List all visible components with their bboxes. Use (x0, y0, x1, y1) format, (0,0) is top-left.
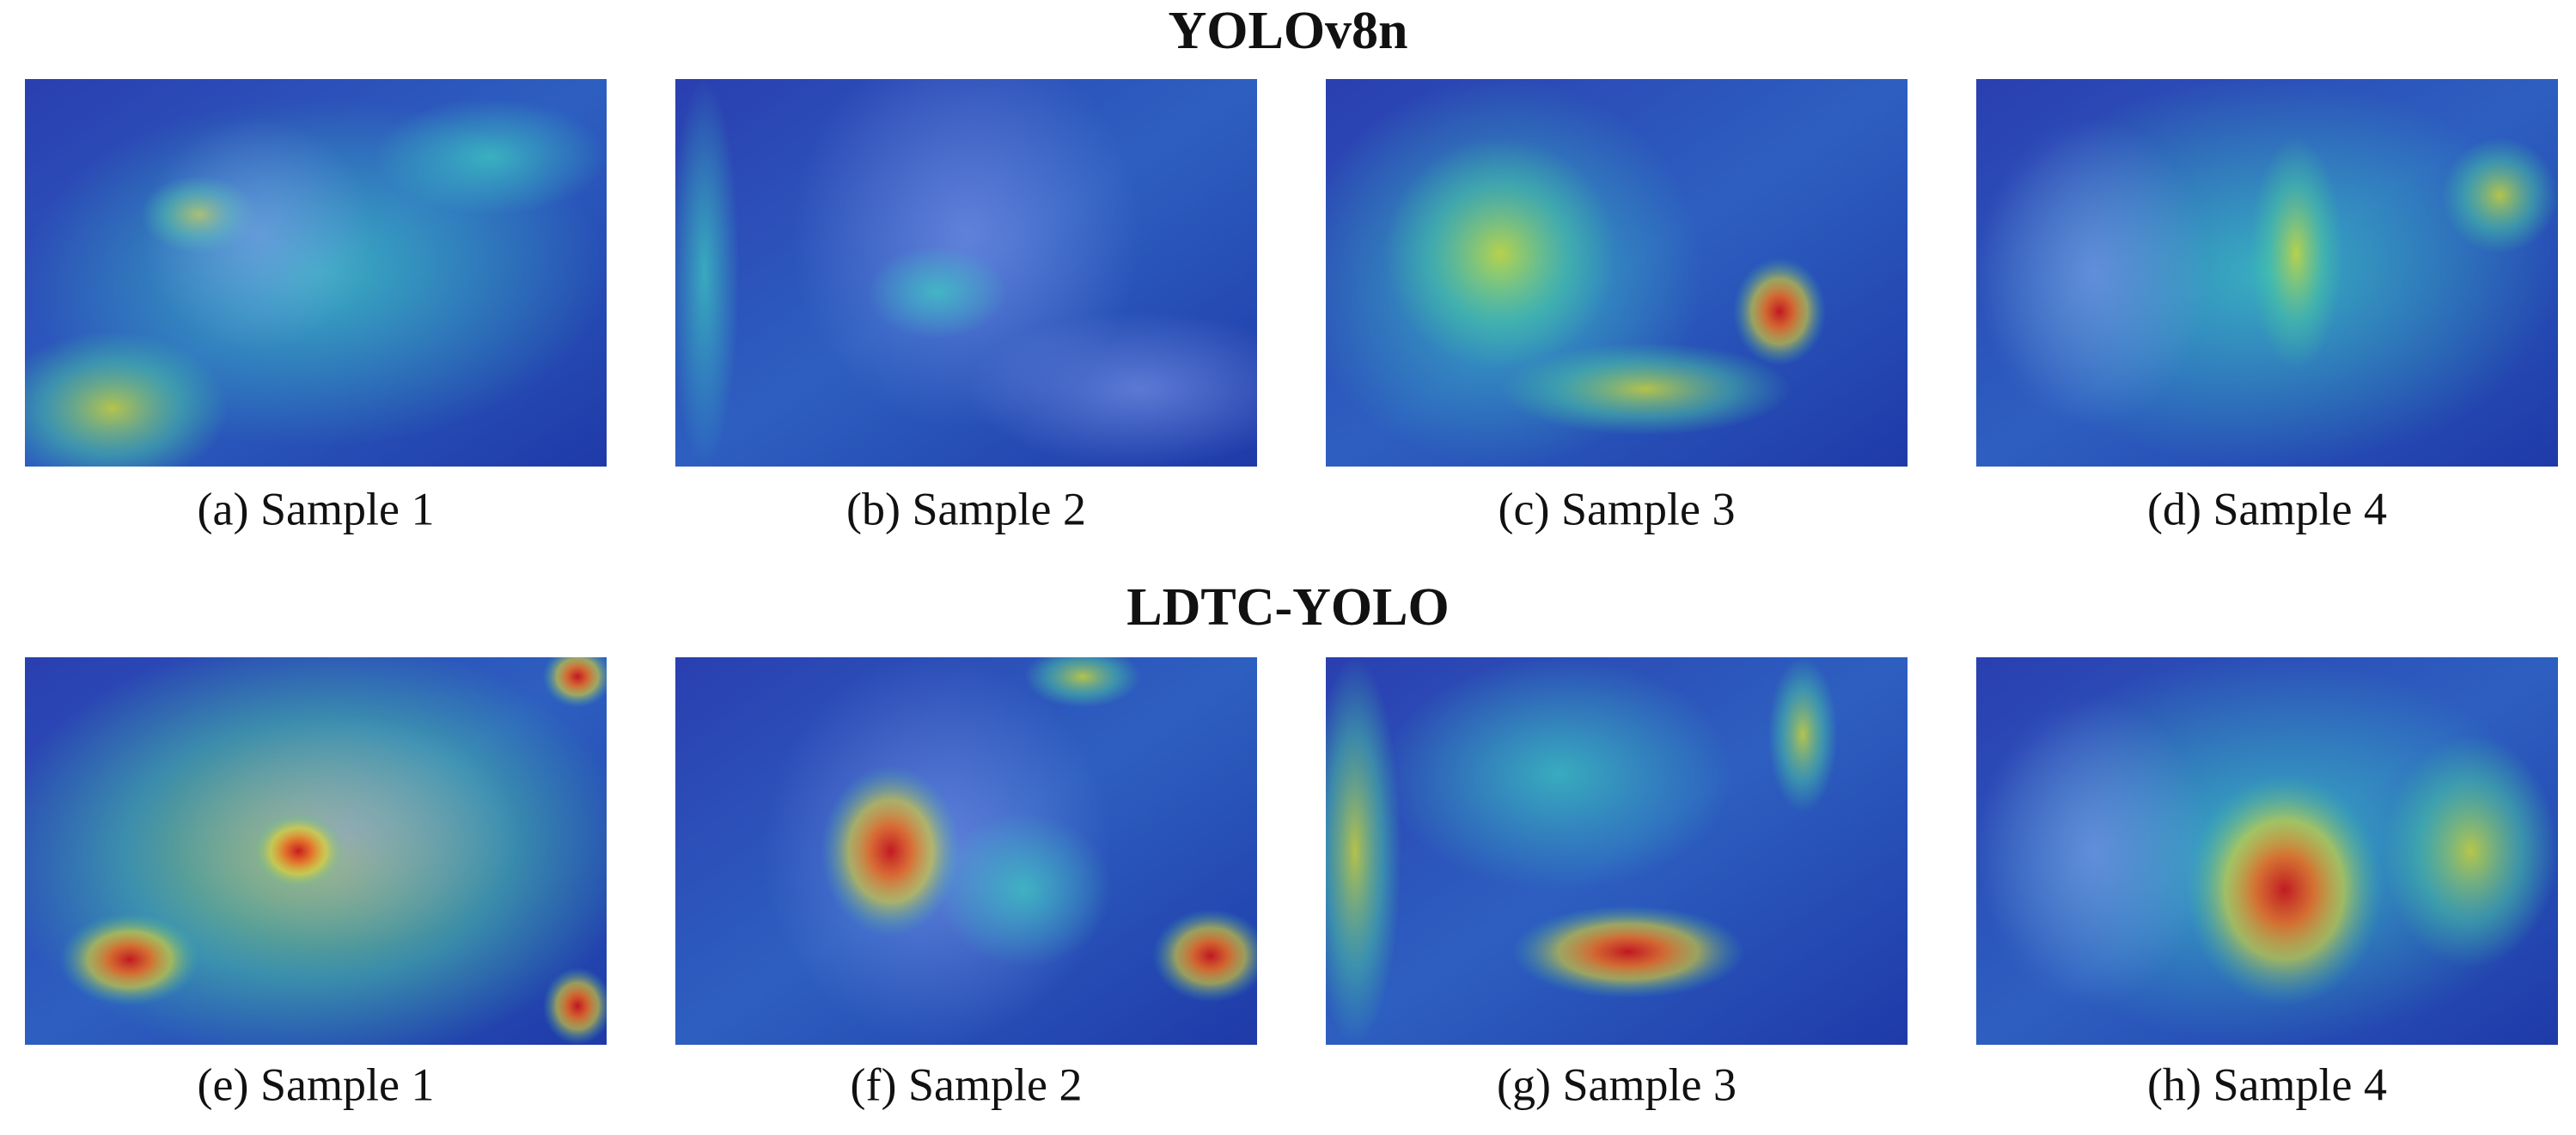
heatmap-overlay (675, 79, 1257, 467)
heatmap-image (1976, 657, 2558, 1045)
heatmap-image (1326, 79, 1908, 467)
heat-blob (2383, 735, 2558, 967)
panel-caption: (f) Sample 2 (851, 1059, 1083, 1110)
heatmap-overlay (762, 657, 1257, 1045)
heat-blob (1511, 905, 1745, 998)
heatmap-image (675, 79, 1257, 467)
heat-blob (675, 79, 740, 467)
heat-blob (966, 311, 1257, 467)
heat-blob (1976, 696, 2209, 1006)
heat-blob (59, 912, 200, 1006)
heat-blob (1732, 257, 1827, 366)
section-title: LDTC-YOLO (1126, 578, 1449, 637)
heatmap-overlay (1326, 79, 1827, 467)
heat-blob (2185, 773, 2384, 1006)
heatmap-image (675, 657, 1257, 1045)
panel-caption: (e) Sample 1 (198, 1059, 435, 1110)
heat-blob (2441, 137, 2558, 253)
heat-blob (141, 118, 375, 351)
heat-blob (1152, 909, 1257, 1003)
heat-blob (252, 812, 345, 890)
heat-blob (25, 331, 229, 467)
heat-blob (2249, 137, 2343, 370)
heat-blob (170, 715, 520, 949)
heatmap-image (25, 657, 607, 1045)
heat-blob (1500, 342, 1792, 436)
heat-blob (937, 812, 1112, 967)
panel-caption: (b) Sample 2 (846, 483, 1086, 534)
heatmap-image (1326, 657, 1908, 1045)
panel-caption: (h) Sample 4 (2147, 1059, 2387, 1110)
heatmap-overlay (25, 98, 607, 467)
heatmap-overlay (1976, 657, 2558, 1045)
heat-blob (1326, 657, 1401, 1045)
heat-blob (1767, 657, 1838, 813)
heatmap-image (25, 79, 607, 467)
panel-caption: (a) Sample 1 (198, 483, 435, 534)
heat-blob (1976, 118, 2209, 428)
heatmap-overlay (1976, 79, 2558, 467)
panel-caption: (d) Sample 4 (2147, 483, 2387, 534)
panel-caption: (g) Sample 3 (1497, 1059, 1737, 1110)
heat-blob (542, 967, 607, 1045)
section-title: YOLOv8n (1168, 2, 1407, 60)
heat-blob (1383, 657, 1733, 890)
heatmap-overlay (25, 657, 607, 1045)
heatmap-overlay (1326, 657, 1838, 1045)
heat-blob (542, 657, 607, 708)
heatmap-image (1976, 79, 2558, 467)
heat-blob (374, 98, 607, 215)
heat-blob (867, 245, 1007, 339)
heat-blob (1383, 137, 1617, 370)
panel-caption: (c) Sample 3 (1499, 483, 1736, 534)
heat-blob (1024, 657, 1141, 708)
heat-blob (821, 766, 961, 937)
